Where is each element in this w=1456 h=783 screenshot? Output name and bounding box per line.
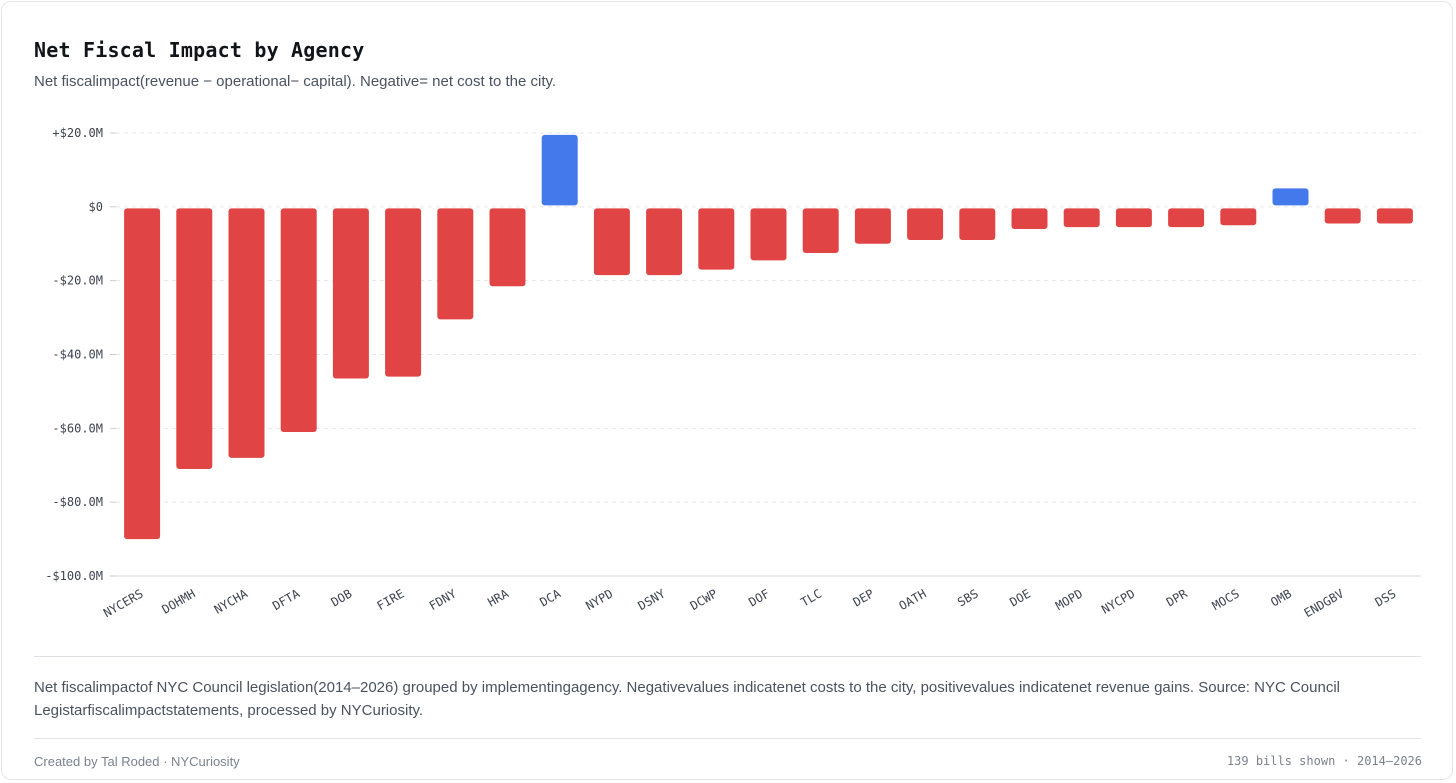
x-tick-label: FDNY bbox=[427, 586, 460, 613]
bar-nypd[interactable] bbox=[593, 208, 630, 276]
bill-count-text: 139 bills shown · 2014–2026 bbox=[1226, 754, 1422, 768]
y-tick-label: -$60.0M bbox=[52, 421, 103, 435]
bar-chart: +$20.0M $0 -$20.0M -$40.0M -$60.0M -$80.0M -$1… bbox=[45, 126, 1421, 620]
x-tick-label: DOB bbox=[329, 586, 355, 609]
bar-tlc[interactable] bbox=[802, 208, 839, 253]
bar-dca[interactable] bbox=[541, 134, 578, 206]
x-tick-label: HRA bbox=[485, 586, 511, 609]
x-tick-label: DSNY bbox=[636, 586, 669, 613]
x-tick-label: DOE bbox=[1007, 586, 1033, 609]
bar-hra[interactable] bbox=[489, 208, 526, 287]
x-tick-label: OATH bbox=[897, 586, 929, 613]
x-tick-label: NYPD bbox=[583, 586, 615, 613]
bar-sbs[interactable] bbox=[959, 208, 996, 241]
bar-oath[interactable] bbox=[907, 208, 944, 241]
bar-mocs[interactable] bbox=[1220, 208, 1257, 226]
bar-nycpd[interactable] bbox=[1115, 208, 1152, 228]
bar-endgbv[interactable] bbox=[1324, 208, 1361, 224]
bar-mopd[interactable] bbox=[1063, 208, 1100, 228]
x-tick-label: DOF bbox=[746, 586, 772, 609]
bar-dpr[interactable] bbox=[1168, 208, 1205, 228]
x-tick-label: TLC bbox=[798, 586, 824, 609]
y-tick-label: +$20.0M bbox=[52, 126, 103, 140]
y-tick-label: -$80.0M bbox=[52, 495, 103, 509]
chart-subtitle: Net fiscalimpact(revenue − operational− … bbox=[34, 73, 557, 90]
bar-nycha[interactable] bbox=[228, 208, 265, 458]
x-tick-label: OMB bbox=[1268, 586, 1294, 609]
bar-dfta[interactable] bbox=[280, 208, 317, 433]
x-tick-label: FIRE bbox=[375, 586, 407, 613]
x-tick-label: DEP bbox=[851, 586, 877, 609]
bar-dep[interactable] bbox=[854, 208, 891, 244]
x-tick-label: SBS bbox=[955, 586, 981, 609]
y-tick-label: -$40.0M bbox=[52, 348, 103, 362]
y-tick-label: $0 bbox=[89, 200, 103, 214]
bar-dsny[interactable] bbox=[646, 208, 683, 276]
bar-dcwp[interactable] bbox=[698, 208, 735, 270]
y-tick-label: -$20.0M bbox=[52, 274, 103, 288]
bar-nycers[interactable] bbox=[124, 208, 161, 540]
x-tick-label: NYCERS bbox=[101, 586, 146, 620]
bar-fdny[interactable] bbox=[437, 208, 474, 320]
bar-omb[interactable] bbox=[1272, 188, 1309, 206]
bar-dob[interactable] bbox=[332, 208, 369, 379]
x-tick-label: NYCPD bbox=[1099, 586, 1137, 616]
x-tick-label: DPR bbox=[1164, 586, 1190, 609]
x-tick-label: NYCHA bbox=[212, 586, 251, 617]
divider bbox=[34, 656, 1421, 657]
chart-title: Net Fiscal Impact by Agency bbox=[34, 38, 365, 62]
bar-doe[interactable] bbox=[1011, 208, 1048, 229]
credit-text: Created by Tal Roded · NYCuriosity bbox=[34, 754, 240, 769]
x-tick-label: DFTA bbox=[270, 586, 303, 613]
y-tick-label: -$100.0M bbox=[45, 569, 103, 583]
x-tick-label: DOHMH bbox=[160, 586, 198, 616]
x-tick-label: DSS bbox=[1373, 586, 1399, 609]
chart-description: Net fiscalimpactof NYC Council legislati… bbox=[34, 679, 1340, 719]
x-tick-label: ENDGBV bbox=[1302, 586, 1347, 620]
x-tick-label: MOCS bbox=[1210, 586, 1242, 613]
bar-dss[interactable] bbox=[1376, 208, 1413, 224]
bar-fire[interactable] bbox=[385, 208, 422, 377]
x-tick-label: DCWP bbox=[688, 586, 720, 613]
bar-dof[interactable] bbox=[750, 208, 787, 261]
divider bbox=[34, 738, 1421, 739]
x-tick-label: MOPD bbox=[1053, 586, 1085, 613]
bar-dohmh[interactable] bbox=[176, 208, 213, 469]
x-tick-label: DCA bbox=[537, 586, 563, 609]
